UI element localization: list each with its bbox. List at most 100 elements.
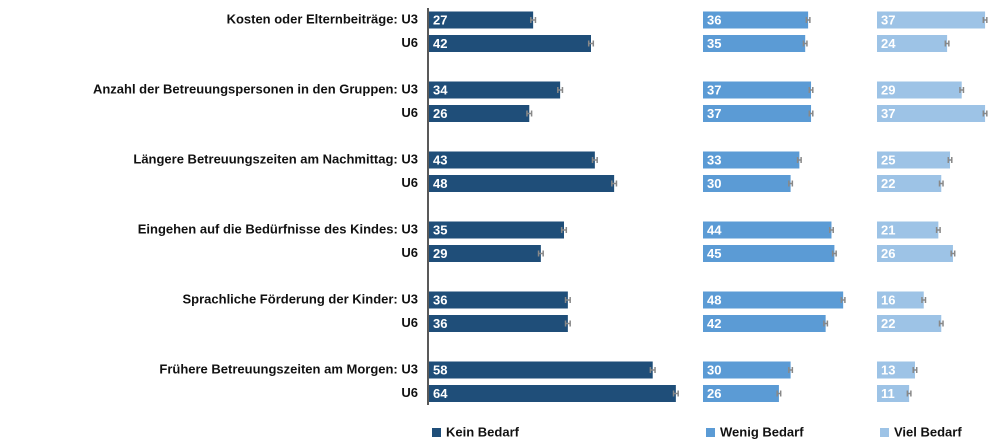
value-label: 30 bbox=[707, 362, 721, 377]
y-tick-label: Kosten oder Elternbeiträge: U3 bbox=[227, 11, 418, 26]
bar bbox=[429, 11, 534, 29]
bar bbox=[877, 385, 910, 402]
y-tick-label: U6 bbox=[401, 105, 418, 120]
error-bar bbox=[808, 87, 814, 93]
y-tick-label: U6 bbox=[401, 35, 418, 50]
y-tick-label: Eingehen auf die Bedürfnisse des Kindes:… bbox=[138, 221, 418, 236]
error-bar bbox=[564, 297, 571, 303]
value-label: 24 bbox=[881, 36, 896, 51]
error-bar bbox=[530, 17, 537, 23]
error-bar bbox=[587, 40, 595, 47]
error-bar bbox=[912, 367, 918, 373]
bar bbox=[429, 175, 615, 192]
value-label: 29 bbox=[881, 82, 895, 97]
bar bbox=[429, 221, 564, 239]
error-bar bbox=[537, 250, 544, 257]
value-label: 33 bbox=[707, 152, 721, 167]
y-tick-label: Längere Betreuungszeiten am Nachmittag: … bbox=[133, 151, 418, 166]
bar bbox=[703, 291, 844, 309]
bar bbox=[877, 105, 986, 122]
bar bbox=[429, 361, 653, 379]
error-bar bbox=[796, 157, 802, 163]
bar bbox=[429, 81, 561, 99]
bar bbox=[877, 221, 939, 239]
value-label: 35 bbox=[433, 222, 447, 237]
value-label: 26 bbox=[707, 386, 721, 401]
bar bbox=[429, 291, 568, 309]
value-label: 29 bbox=[433, 246, 447, 261]
value-label: 64 bbox=[433, 386, 448, 401]
bar bbox=[877, 291, 924, 309]
bar bbox=[429, 315, 568, 332]
bar bbox=[877, 35, 948, 52]
bar bbox=[703, 151, 800, 169]
value-label: 26 bbox=[881, 246, 895, 261]
value-label: 43 bbox=[433, 152, 447, 167]
bar bbox=[703, 175, 791, 192]
error-bar bbox=[944, 40, 950, 47]
value-label: 45 bbox=[707, 246, 721, 261]
error-bar bbox=[938, 180, 944, 187]
y-tick-label: U6 bbox=[401, 175, 418, 190]
bar bbox=[877, 175, 942, 192]
bar bbox=[877, 11, 986, 29]
error-bar bbox=[982, 110, 988, 117]
value-label: 37 bbox=[881, 106, 895, 121]
legend-label: Kein Bedarf bbox=[446, 424, 520, 439]
y-tick-label: Anzahl der Betreuungspersonen in den Gru… bbox=[93, 81, 418, 96]
error-bar bbox=[611, 180, 618, 187]
error-bar bbox=[557, 87, 564, 93]
value-label: 25 bbox=[881, 152, 895, 167]
value-label: 42 bbox=[707, 316, 721, 331]
error-bar bbox=[788, 367, 794, 373]
bar bbox=[703, 35, 806, 52]
value-label: 27 bbox=[433, 12, 447, 27]
error-bar bbox=[672, 390, 679, 397]
value-label: 30 bbox=[707, 176, 721, 191]
error-bar bbox=[950, 250, 956, 257]
bar bbox=[429, 105, 530, 122]
error-bar bbox=[802, 40, 808, 47]
bar bbox=[703, 361, 791, 379]
error-bar bbox=[982, 17, 988, 23]
error-bar bbox=[938, 320, 944, 327]
value-label: 36 bbox=[433, 316, 447, 331]
bar bbox=[877, 151, 951, 169]
value-label: 37 bbox=[707, 106, 721, 121]
value-label: 22 bbox=[881, 176, 895, 191]
legend-label: Wenig Bedarf bbox=[720, 424, 804, 439]
bar bbox=[877, 81, 962, 99]
bar bbox=[703, 11, 809, 29]
value-label: 21 bbox=[881, 222, 895, 237]
error-bar bbox=[649, 367, 656, 373]
bar bbox=[429, 151, 595, 169]
bar bbox=[429, 385, 676, 402]
error-bar bbox=[828, 227, 834, 233]
error-bar bbox=[776, 390, 782, 397]
error-bar bbox=[564, 320, 571, 327]
y-tick-label: Sprachliche Förderung der Kinder: U3 bbox=[183, 291, 419, 306]
value-label: 44 bbox=[707, 222, 722, 237]
error-bar bbox=[808, 110, 814, 117]
error-bar bbox=[935, 227, 941, 233]
y-tick-label: U6 bbox=[401, 315, 418, 330]
legend-label: Viel Bedarf bbox=[894, 424, 962, 439]
error-bar bbox=[526, 110, 533, 117]
legend-swatch bbox=[706, 428, 715, 437]
value-label: 58 bbox=[433, 362, 447, 377]
error-bar bbox=[906, 390, 912, 397]
value-label: 35 bbox=[707, 36, 721, 51]
value-label: 34 bbox=[433, 82, 448, 97]
bar bbox=[703, 315, 826, 332]
bar bbox=[703, 245, 835, 262]
value-label: 37 bbox=[881, 12, 895, 27]
error-bar bbox=[591, 157, 598, 163]
value-label: 48 bbox=[707, 292, 721, 307]
value-label: 16 bbox=[881, 292, 895, 307]
bar bbox=[703, 105, 812, 122]
value-label: 36 bbox=[433, 292, 447, 307]
value-label: 37 bbox=[707, 82, 721, 97]
value-label: 48 bbox=[433, 176, 447, 191]
error-bar bbox=[560, 227, 568, 233]
bar bbox=[877, 315, 942, 332]
